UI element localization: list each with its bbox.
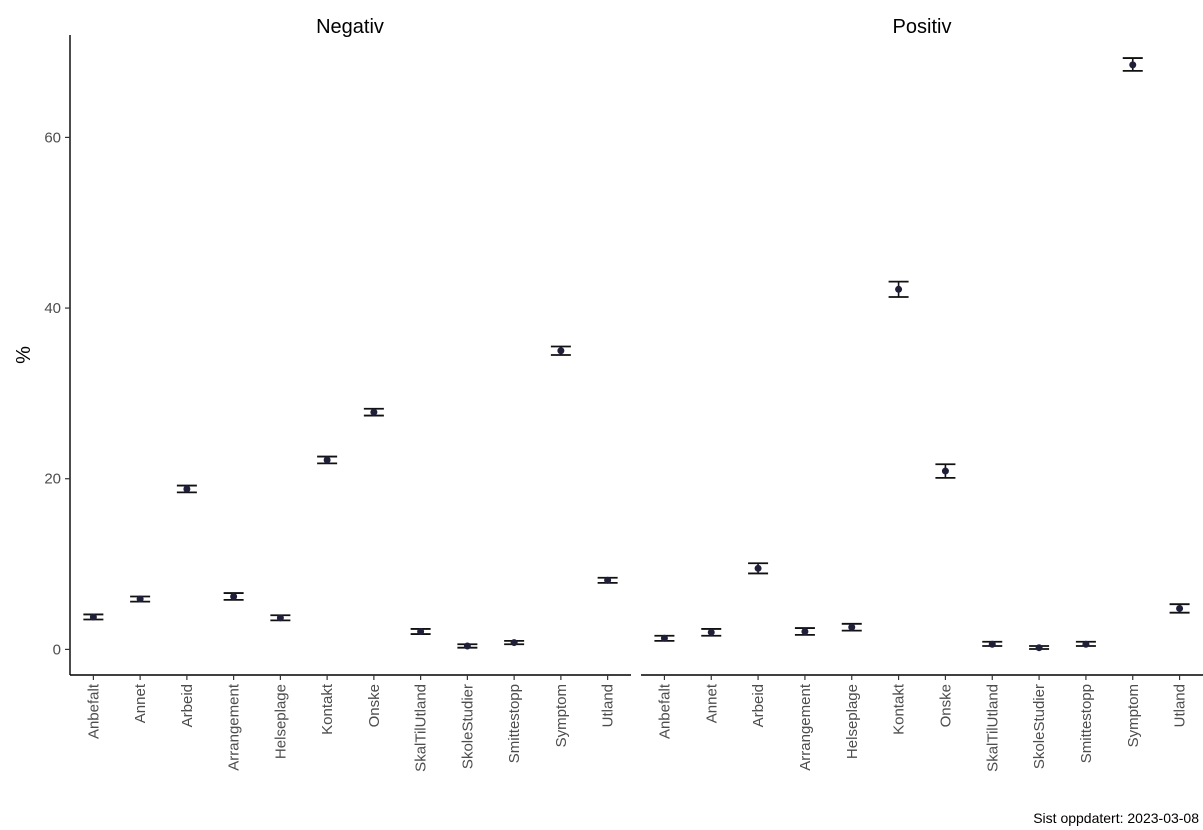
y-tick-label: 20 [44,471,61,488]
data-point [463,642,471,650]
data-point [230,592,238,600]
x-tick-label: SkalTilUtland [984,684,1001,772]
data-point [988,640,996,648]
data-point [848,623,856,631]
data-point [557,347,565,355]
x-tick-label: SkoleStudier [1031,684,1048,769]
x-tick-label: Anbefalt [656,683,673,739]
data-point [801,627,809,635]
data-point [1035,644,1043,652]
x-tick-label: Symptom [553,684,570,747]
x-tick-label: Arbeid [179,684,196,727]
x-tick-label: SkalTilUtland [413,684,430,772]
x-tick-label: Arrangement [797,683,814,771]
last-updated-caption: Sist oppdatert: 2023-03-08 [1033,810,1199,826]
y-tick-label: 0 [53,641,61,658]
x-tick-label: Onske [366,684,383,727]
data-point [660,634,668,642]
data-point [370,408,378,416]
x-tick-label: Kontakt [891,683,908,735]
data-point [276,614,284,622]
x-tick-label: Smittestopp [1078,684,1095,763]
data-point [417,627,425,635]
data-point [1082,640,1090,648]
data-point [604,576,612,584]
data-point [707,628,715,636]
data-point [510,639,518,647]
x-tick-label: Helseplage [272,684,289,759]
x-tick-label: Kontakt [319,683,336,735]
x-tick-label: Arrangement [226,683,243,771]
data-point [136,595,144,603]
data-point [323,456,331,464]
x-tick-label: Utland [600,684,617,727]
data-point [941,467,949,475]
x-tick-label: Helseplage [844,684,861,759]
panel-title: Negativ [316,16,384,38]
panel-title: Positiv [893,16,952,38]
data-point [89,613,97,621]
x-tick-label: Annet [132,683,149,723]
y-axis-label: % [13,346,35,364]
x-tick-label: Onske [937,684,954,727]
x-tick-label: SkoleStudier [459,684,476,769]
x-tick-label: Symptom [1125,684,1142,747]
data-point [1129,61,1137,69]
y-tick-label: 40 [44,300,61,317]
data-point [754,564,762,572]
x-tick-label: Utland [1172,684,1189,727]
data-point [895,285,903,293]
x-tick-label: Smittestopp [506,684,523,763]
y-tick-label: 60 [44,129,61,146]
x-tick-label: Anbefalt [85,683,102,739]
x-tick-label: Arbeid [750,684,767,727]
x-tick-label: Annet [703,683,720,723]
data-point [183,485,191,493]
data-point [1176,604,1184,612]
